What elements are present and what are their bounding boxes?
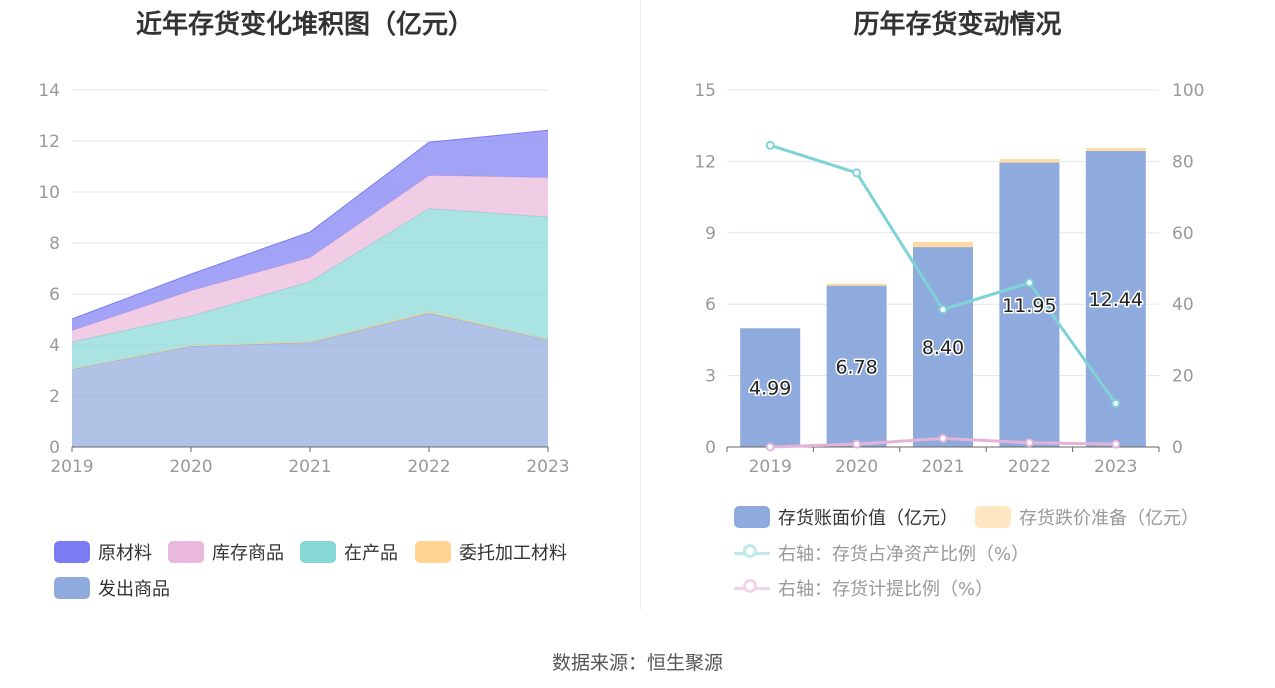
x-tick-label: 2022 [407, 457, 450, 477]
y-right-tick-label: 40 [1172, 295, 1194, 315]
area-原材料 [72, 130, 548, 331]
area-库存商品 [72, 175, 548, 342]
legend-item-raw-material[interactable]: 原材料 [54, 539, 152, 565]
y-tick-label: 0 [49, 438, 60, 458]
y-right-tick-label: 0 [1172, 438, 1183, 458]
y-tick-label: 6 [49, 285, 60, 305]
y-tick-label: 14 [38, 81, 60, 101]
x-tick-label: 2022 [1008, 457, 1051, 477]
legend-item-shipped-goods[interactable]: 发出商品 [54, 575, 170, 601]
y-left-tick-label: 15 [694, 81, 716, 101]
bar-book-value [740, 328, 801, 447]
y-tick-label: 2 [49, 387, 60, 407]
line-point [1024, 278, 1034, 288]
legend-swatch [734, 506, 770, 528]
x-tick-label: 2021 [921, 457, 964, 477]
y-left-tick-label: 0 [705, 438, 716, 458]
legend-swatch [415, 541, 451, 563]
bar-value-label: 11.95 [1002, 295, 1056, 317]
y-left-tick-label: 3 [705, 367, 716, 387]
legend-label: 存货跌价准备（亿元） [1019, 508, 1199, 529]
legend-item-provision-ratio[interactable]: 右轴：存货计提比例（%） [734, 575, 993, 601]
legend-swatch [54, 541, 90, 563]
x-tick-label: 2019 [50, 457, 93, 477]
line-point [1024, 438, 1034, 448]
right-chart-title: 历年存货变动情况 [853, 10, 1062, 40]
y-left-tick-label: 9 [705, 224, 716, 244]
legend-item-wip[interactable]: 在产品 [300, 539, 398, 565]
y-left-tick-label: 6 [705, 295, 716, 315]
legend-label: 右轴：存货占净资产比例（%） [778, 544, 1030, 565]
bar-book-value [826, 285, 887, 447]
y-tick-label: 12 [38, 132, 60, 152]
y-right-tick-label: 60 [1172, 224, 1194, 244]
bar-impairment [999, 159, 1060, 163]
y-left-tick-label: 12 [694, 152, 716, 172]
legend-item-book-value[interactable]: 存货账面价值（亿元） [734, 504, 958, 530]
legend-line-swatch [734, 577, 770, 599]
legend-label: 原材料 [98, 543, 152, 564]
line-point [765, 140, 775, 150]
left-chart-title: 近年存货变化堆积图（亿元） [135, 10, 474, 40]
legend-label: 发出商品 [98, 579, 170, 600]
legend-swatch [975, 506, 1011, 528]
legend-label: 委托加工材料 [459, 543, 567, 564]
line-point [765, 442, 775, 452]
bar-value-label: 8.40 [922, 337, 964, 359]
bar-book-value [1085, 150, 1146, 448]
x-tick-label: 2020 [169, 457, 212, 477]
bar-impairment [1085, 148, 1146, 151]
legend-swatch [300, 541, 336, 563]
legend-swatch [168, 541, 204, 563]
bar-impairment [913, 241, 973, 248]
bar-value-label: 4.99 [749, 378, 791, 400]
x-tick-label: 2023 [1094, 457, 1137, 477]
y-tick-label: 8 [49, 234, 60, 254]
legend-label: 存货账面价值（亿元） [778, 508, 958, 529]
chart-divider [640, 0, 641, 610]
line-point [852, 439, 862, 449]
right-bar-line-chart: 0 0 3 20 6 40 9 60 12 80 15 100 2019 2020 2021 2022 2023… [694, 81, 1204, 477]
legend-swatch [54, 577, 90, 599]
data-source: 数据来源：恒生聚源 [551, 652, 723, 674]
legend-item-impairment[interactable]: 存货跌价准备（亿元） [975, 504, 1199, 530]
line-point [1111, 439, 1121, 449]
x-tick-label: 2021 [288, 457, 331, 477]
bar-book-value [999, 162, 1060, 447]
y-tick-label: 4 [49, 336, 60, 356]
bar-value-label: 12.44 [1089, 289, 1143, 311]
y-right-tick-label: 20 [1172, 367, 1194, 387]
area-在产品 [72, 208, 548, 369]
legend-item-net-asset-ratio[interactable]: 右轴：存货占净资产比例（%） [734, 540, 1029, 566]
legend-label: 在产品 [344, 543, 398, 564]
bar-value-label: 6.78 [835, 356, 877, 378]
line-point [1111, 398, 1121, 408]
area-edge-原材料 [71, 129, 549, 320]
line-point [852, 168, 862, 178]
legend-label: 右轴：存货计提比例（%） [778, 579, 994, 600]
bar-impairment [826, 283, 887, 286]
y-right-tick-label: 80 [1172, 152, 1194, 172]
legend-item-consigned-material[interactable]: 委托加工材料 [415, 539, 567, 565]
legend-line-swatch [734, 542, 770, 564]
y-tick-label: 10 [38, 183, 60, 203]
left-area-chart: 0 2 4 6 8 10 12 14 2019 2020 2021 2022 2023 [38, 81, 569, 477]
legend-label: 库存商品 [212, 543, 284, 564]
x-tick-label: 2023 [526, 457, 569, 477]
line-point [938, 433, 948, 443]
y-right-tick-label: 100 [1172, 81, 1204, 101]
x-tick-label: 2020 [835, 457, 878, 477]
legend-item-stock-goods[interactable]: 库存商品 [168, 539, 284, 565]
x-tick-label: 2019 [749, 457, 792, 477]
line-point [938, 305, 948, 315]
